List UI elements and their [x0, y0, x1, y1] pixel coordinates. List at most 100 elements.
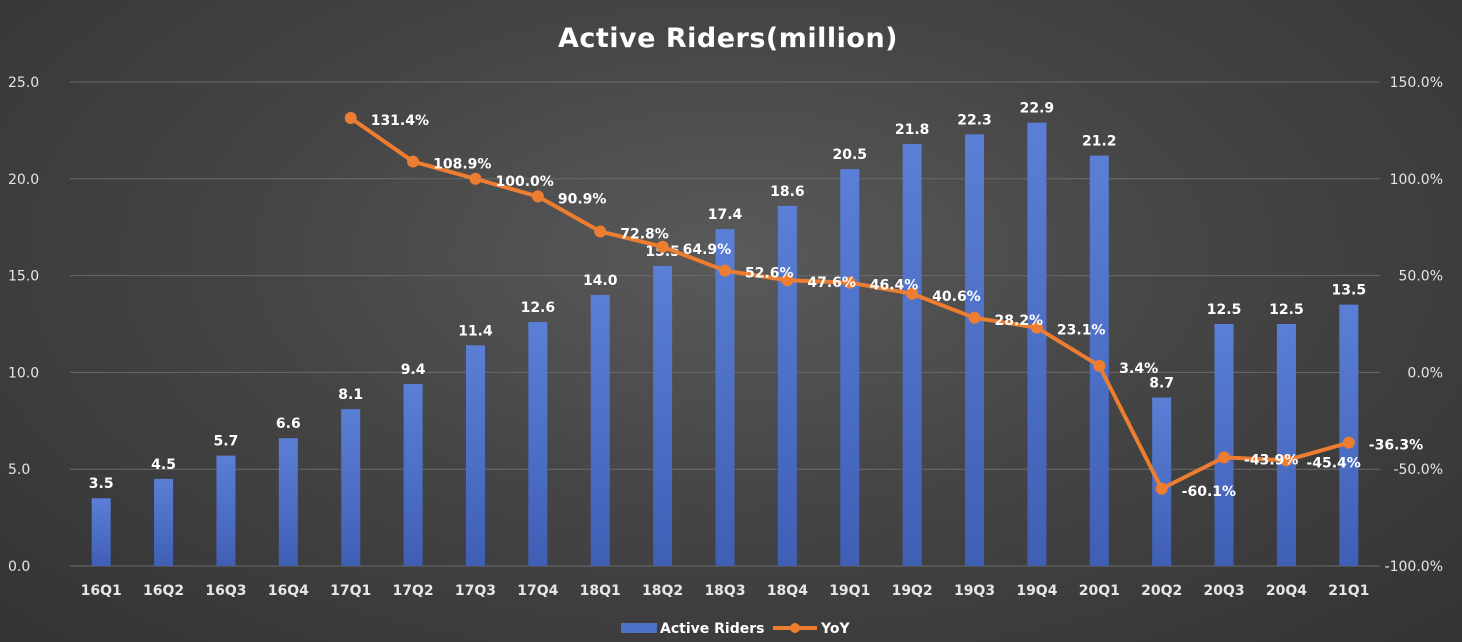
yoy-point	[594, 225, 607, 238]
yoy-point	[656, 240, 669, 253]
yoy-point	[531, 190, 544, 203]
category-label: 20Q1	[1079, 583, 1120, 599]
category-label: 20Q4	[1266, 583, 1307, 599]
right-tick-label: -100.0%	[1385, 559, 1443, 575]
bar-value-label: 8.1	[338, 387, 363, 403]
category-label: 20Q3	[1203, 583, 1244, 599]
yoy-point	[1093, 359, 1106, 372]
bar-value-label: 12.5	[1207, 302, 1242, 318]
bar	[1152, 397, 1172, 566]
line-series	[344, 112, 1355, 495]
yoy-value-label: 46.4%	[870, 278, 919, 294]
yoy-value-label: 100.0%	[495, 174, 553, 190]
yoy-point	[1342, 436, 1355, 449]
bar	[902, 143, 922, 566]
yoy-point	[719, 264, 731, 277]
yoy-value-label: 28.2%	[995, 313, 1044, 329]
yoy-value-label: -60.1%	[1182, 484, 1236, 500]
bar	[528, 322, 548, 566]
category-label: 16Q2	[143, 583, 184, 599]
bar-value-label: 8.7	[1149, 376, 1174, 392]
left-axis: 0.0 5.0 10.0 15.0 20.0 25.0	[8, 75, 39, 575]
legend-label-yoy: YoY	[820, 621, 850, 637]
bar	[465, 345, 485, 566]
bar	[1214, 324, 1234, 566]
category-label: 17Q1	[330, 583, 371, 599]
category-label: 18Q1	[580, 583, 621, 599]
bar	[278, 438, 298, 566]
left-tick-label: 0.0	[8, 559, 30, 575]
left-tick-label: 20.0	[8, 172, 39, 188]
bar	[154, 478, 174, 566]
legend: Active Riders YoY	[621, 621, 850, 637]
yoy-value-label: 3.4%	[1119, 361, 1158, 377]
yoy-value-label: 52.6%	[745, 266, 794, 282]
category-label: 19Q3	[954, 583, 995, 599]
chart-title: Active Riders(million)	[558, 23, 898, 54]
bar-value-label: 22.9	[1020, 101, 1055, 117]
category-label: 18Q3	[704, 583, 745, 599]
bar-value-label: 13.5	[1332, 283, 1367, 299]
bar-value-label: 12.6	[521, 300, 556, 316]
yoy-point	[843, 276, 856, 289]
bar	[1339, 304, 1359, 566]
yoy-point	[469, 172, 482, 185]
yoy-value-label: 131.4%	[371, 113, 429, 129]
category-label: 18Q2	[642, 583, 683, 599]
bar-value-label: 21.8	[895, 122, 930, 138]
bar-value-label: 18.6	[770, 184, 805, 200]
bar	[1027, 122, 1047, 566]
category-label: 19Q2	[892, 583, 933, 599]
left-tick-label: 25.0	[8, 75, 39, 91]
category-label: 17Q2	[393, 583, 434, 599]
left-tick-label: 5.0	[8, 462, 30, 478]
bar	[590, 294, 610, 566]
yoy-value-label: 47.6%	[807, 275, 856, 291]
legend-marker-yoy	[790, 623, 800, 633]
right-tick-label: 0.0%	[1407, 365, 1443, 381]
bar-series	[91, 122, 1359, 567]
left-tick-label: 10.0	[8, 365, 39, 381]
bar	[341, 409, 361, 566]
bar-value-label: 17.4	[708, 207, 743, 223]
yoy-value-label: -36.3%	[1369, 438, 1423, 454]
right-tick-label: 50.0%	[1399, 269, 1443, 285]
category-label: 17Q3	[455, 583, 496, 599]
bar-value-label: 20.5	[832, 147, 867, 163]
right-tick-label: -50.0%	[1393, 462, 1443, 478]
bar	[965, 134, 985, 566]
yoy-value-label: 40.6%	[932, 289, 981, 305]
bar	[840, 169, 860, 566]
bar-value-label: 3.5	[89, 476, 114, 492]
bar	[1276, 324, 1296, 566]
yoy-point	[968, 311, 981, 324]
bar-value-label: 12.5	[1269, 302, 1304, 318]
category-label: 16Q4	[268, 583, 309, 599]
left-tick-label: 15.0	[8, 269, 39, 285]
right-tick-label: 100.0%	[1390, 172, 1443, 188]
yoy-point	[407, 155, 420, 168]
category-label: 20Q2	[1141, 583, 1182, 599]
category-label: 18Q4	[767, 583, 808, 599]
bar-value-label: 4.5	[151, 457, 176, 473]
bar-value-label: 21.2	[1082, 134, 1117, 150]
yoy-point	[1030, 321, 1043, 334]
line-labels: 131.4% 108.9%100.0% 90.9% 72.8% 64.9% 52.6% 47…	[371, 113, 1423, 500]
yoy-point	[906, 287, 919, 300]
category-label: 19Q1	[829, 583, 870, 599]
bar-value-label: 5.7	[214, 434, 239, 450]
x-axis: 16Q1 16Q2 16Q3 16Q4 17Q1 17Q2 17Q3 17Q4 18Q1 18Q2…	[81, 583, 1370, 599]
yoy-value-label: -43.9%	[1244, 452, 1298, 468]
yoy-value-label: 90.9%	[558, 191, 607, 207]
bar-value-label: 11.4	[458, 323, 493, 339]
right-axis: -100.0% -50.0% 0.0% 50.0% 100.0% 150.0%	[1385, 75, 1443, 575]
yoy-point	[1155, 482, 1168, 495]
bar	[216, 455, 236, 566]
category-label: 19Q4	[1016, 583, 1057, 599]
bar	[91, 498, 111, 566]
bar	[403, 384, 423, 566]
bar-value-label: 9.4	[401, 362, 426, 378]
bar-value-label: 14.0	[583, 273, 618, 289]
yoy-value-label: 23.1%	[1057, 323, 1106, 339]
